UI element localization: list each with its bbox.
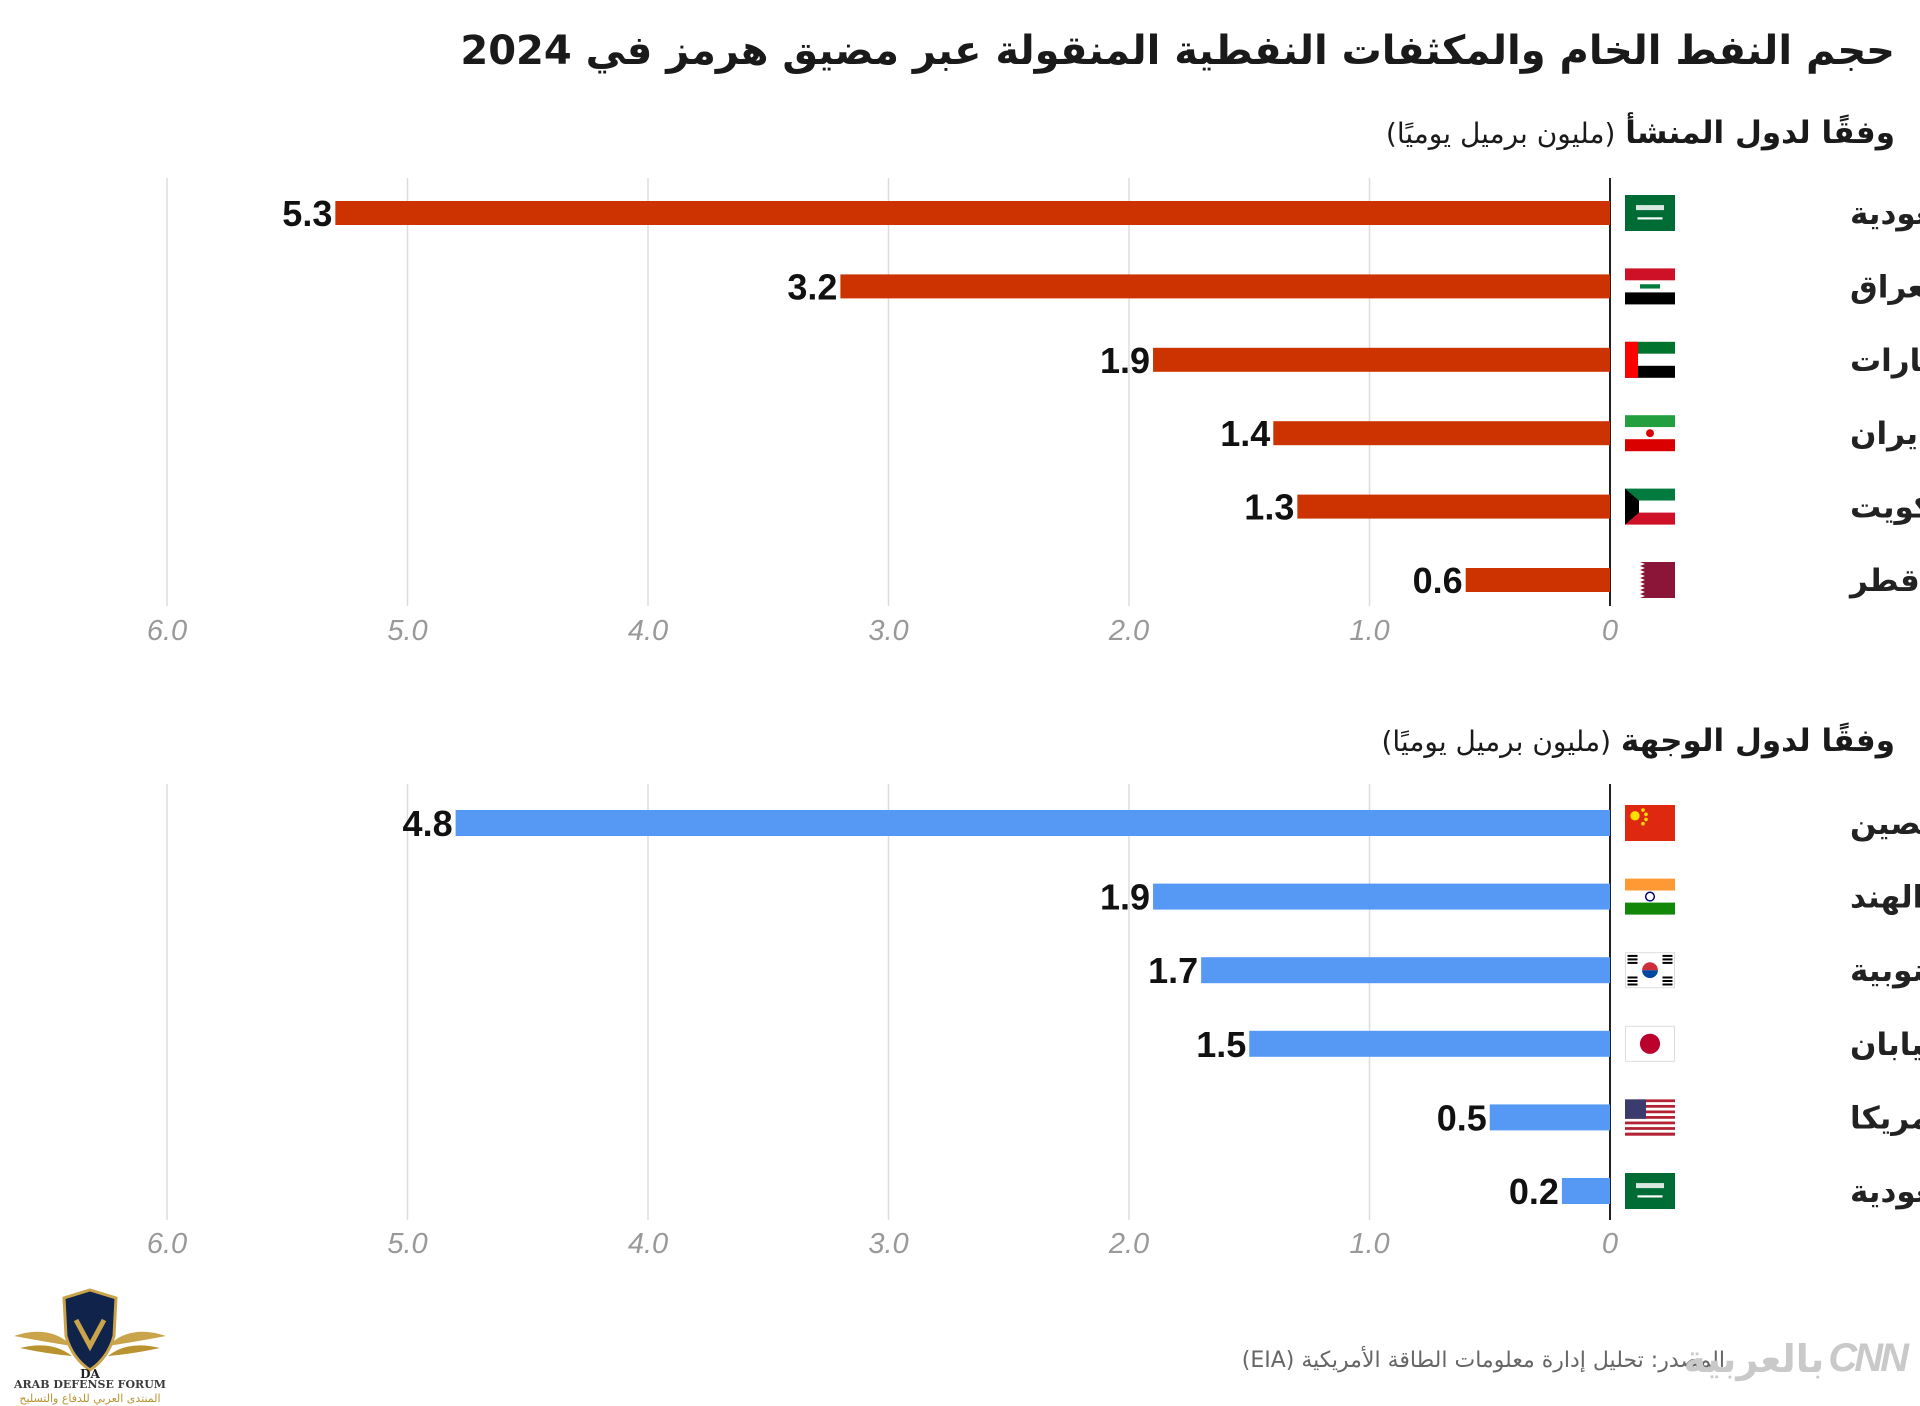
x-tick-label: 6.0 — [147, 615, 187, 647]
logo-cnn-text: CNN — [1828, 1336, 1909, 1380]
x-tick-label: 5.0 — [387, 615, 427, 647]
category-label: الهند — [1850, 880, 1920, 916]
bar — [1297, 494, 1610, 519]
bar — [1153, 883, 1610, 910]
bar — [1489, 1104, 1610, 1131]
bar-value-label: 1.9 — [1100, 340, 1150, 381]
x-tick-label: 3.0 — [868, 1228, 908, 1260]
bar-value-label: 0.2 — [1509, 1171, 1559, 1212]
x-tick-label: 5.0 — [387, 1228, 427, 1260]
x-tick-label: 4.0 — [628, 1228, 668, 1260]
bar-value-label: 1.7 — [1148, 950, 1198, 991]
china-flag-icon — [1625, 805, 1675, 841]
destination-heading-text: وفقًا لدول الوجهة — [1620, 723, 1895, 759]
x-tick-label: 4.0 — [628, 615, 668, 647]
category-label: أمريكا — [1850, 1097, 1920, 1136]
bar-value-label: 1.3 — [1244, 487, 1294, 528]
destination-bar-chart: 0 1.0 2.0 3.0 4.0 5.0 6.0 4.8 الصين 1.9 الهند 1.7 كو… — [147, 784, 1920, 1260]
usa-flag-icon — [1625, 1099, 1675, 1136]
iran-flag-icon — [1625, 415, 1675, 452]
category-label: العراق — [1850, 269, 1920, 305]
category-label: اليابان — [1850, 1027, 1920, 1063]
category-label: قطر — [1848, 563, 1920, 599]
saudi-flag-icon — [1625, 1173, 1675, 1209]
bar — [1249, 1030, 1610, 1057]
bar — [1153, 347, 1610, 372]
destination-unit-text: (مليون برميل يوميًا) — [1381, 725, 1611, 758]
south-korea-flag-icon — [1625, 952, 1675, 989]
japan-flag-icon — [1625, 1025, 1675, 1062]
logo-arabic-text: بالعربية — [1683, 1336, 1825, 1381]
arab-defense-forum-watermark: DA ARAB DEFENSE FORUM المنتدى العربي للد… — [10, 1284, 170, 1406]
bar-value-label: 3.2 — [787, 266, 837, 307]
kuwait-flag-icon — [1625, 488, 1675, 525]
origin-bar-chart: 0 1.0 2.0 3.0 4.0 5.0 6.0 5.3 السعودية 3.2 العراق 1… — [147, 178, 1920, 647]
bar-value-label: 4.8 — [403, 803, 453, 844]
bar-value-label: 0.6 — [1413, 560, 1463, 601]
x-tick-label: 3.0 — [868, 615, 908, 647]
cnn-arabic-logo: بالعربية CNN — [1683, 1336, 1909, 1381]
watermark-name-ar: المنتدى العربي للدفاع والتسليح — [19, 1392, 161, 1405]
x-tick-label: 2.0 — [1108, 1228, 1149, 1260]
x-tick-label: 0 — [1602, 615, 1618, 647]
category-label: الكويت — [1850, 490, 1920, 526]
bar — [1273, 421, 1610, 446]
watermark-monogram: DA — [80, 1367, 100, 1380]
x-tick-label: 2.0 — [1108, 615, 1149, 647]
bar — [1465, 568, 1610, 592]
x-tick-label: 6.0 — [147, 1228, 187, 1260]
category-label: إيران — [1850, 416, 1920, 452]
bar — [840, 274, 1610, 299]
source-note: المصدر: تحليل إدارة معلومات الطاقة الأمر… — [1241, 1348, 1725, 1373]
category-label: السعودية — [1850, 1174, 1920, 1210]
bar — [1201, 957, 1610, 984]
category-label: كوريا الجنوبية — [1850, 953, 1920, 989]
bar-value-label: 1.4 — [1220, 413, 1270, 454]
chart-title: حجم النفط الخام والمكثفات النفطية المنقو… — [460, 28, 1895, 74]
india-flag-icon — [1625, 878, 1675, 915]
qatar-flag-icon — [1625, 562, 1675, 598]
category-label: الصين — [1850, 806, 1920, 842]
x-tick-label: 0 — [1602, 1228, 1618, 1260]
origin-section-heading: وفقًا لدول المنشأ (مليون برميل يوميًا) — [1386, 115, 1895, 151]
category-label: السعودية — [1850, 196, 1920, 232]
x-tick-label: 1.0 — [1349, 1228, 1389, 1260]
bar-value-label: 0.5 — [1437, 1097, 1487, 1138]
shield-logo-icon: DA — [14, 1288, 166, 1381]
destination-section-heading: وفقًا لدول الوجهة (مليون برميل يوميًا) — [1381, 723, 1895, 759]
category-label: الإمارات — [1850, 343, 1920, 379]
bar — [455, 810, 1611, 836]
uae-flag-icon — [1625, 341, 1675, 378]
origin-unit-text: (مليون برميل يوميًا) — [1385, 117, 1616, 150]
iraq-flag-icon — [1625, 268, 1675, 305]
bar — [1561, 1178, 1610, 1204]
watermark-name-en: ARAB DEFENSE FORUM — [14, 1378, 166, 1391]
bar-value-label: 5.3 — [282, 193, 332, 234]
x-tick-label: 1.0 — [1349, 615, 1389, 647]
saudi-flag-icon — [1625, 195, 1675, 231]
bar-value-label: 1.9 — [1100, 877, 1150, 918]
bar — [335, 201, 1611, 225]
bar-value-label: 1.5 — [1196, 1024, 1246, 1065]
origin-heading-text: وفقًا لدول المنشأ — [1625, 115, 1895, 151]
